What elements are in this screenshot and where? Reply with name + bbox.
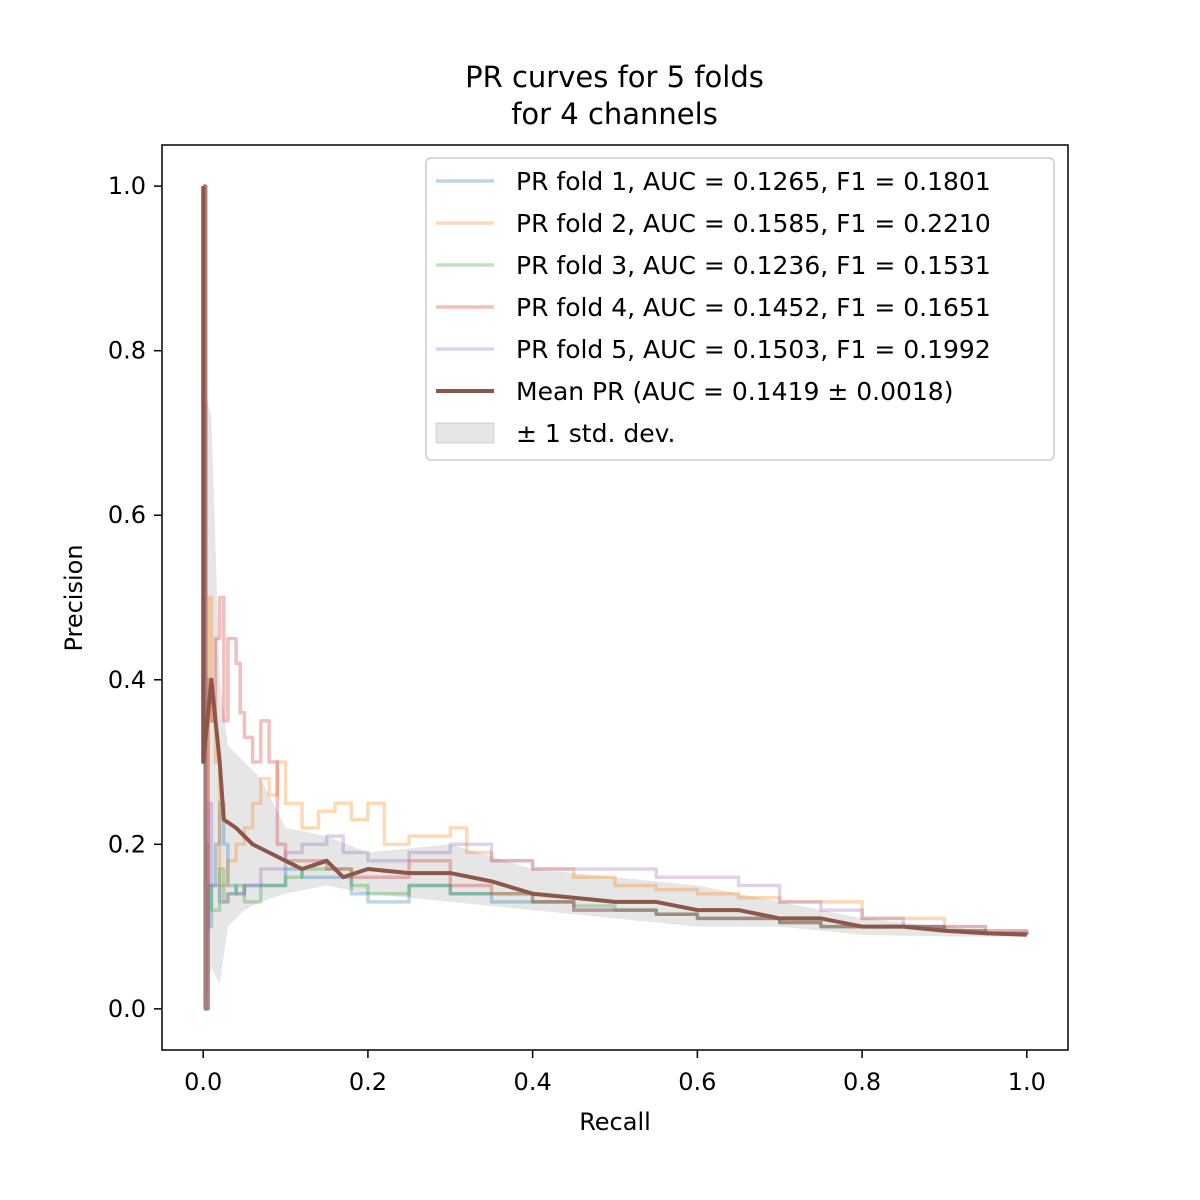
pr-fold-3-line (203, 184, 1029, 1011)
y-tick-label: 0.0 (108, 995, 146, 1023)
y-tick-label: 0.6 (108, 501, 146, 529)
x-tick-label: 0.2 (349, 1068, 387, 1096)
legend-box (425, 157, 1055, 461)
legend-label: PR fold 1, AUC = 0.1265, F1 = 0.1801 (516, 167, 991, 196)
legend-label: PR fold 3, AUC = 0.1236, F1 = 0.1531 (516, 251, 991, 280)
legend-label: PR fold 5, AUC = 0.1503, F1 = 0.1992 (516, 335, 991, 364)
std-dev-band (203, 383, 1027, 1009)
plot-frame (161, 144, 1069, 1051)
chart-title-line-1: PR curves for 5 folds (465, 60, 764, 94)
y-axis-label: Precision (60, 544, 88, 651)
series-layer (201, 184, 1029, 1011)
y-tick-label: 1.0 (108, 172, 146, 200)
legend-label-std: ± 1 std. dev. (516, 419, 675, 448)
pr-fold-2-line (203, 184, 1029, 1011)
y-tick-label: 0.4 (108, 666, 146, 694)
x-tick-label: 1.0 (1008, 1068, 1046, 1096)
legend-entries: PR fold 1, AUC = 0.1265, F1 = 0.1801 PR f… (435, 167, 991, 448)
y-axis: 0.0 0.2 0.4 0.6 0.8 1.0 (108, 172, 162, 1023)
legend-label: Mean PR (AUC = 0.1419 ± 0.0018) (516, 377, 953, 406)
pr-fold-1-line (203, 184, 1029, 1011)
legend-label: PR fold 4, AUC = 0.1452, F1 = 0.1651 (516, 293, 991, 322)
x-axis: 0.0 0.2 0.4 0.6 0.8 1.0 (184, 1050, 1046, 1096)
x-axis-label: Recall (579, 1108, 651, 1136)
legend-band-swatch (435, 422, 495, 444)
mean-pr-line (201, 186, 1027, 937)
x-tick-label: 0.0 (184, 1068, 222, 1096)
x-tick-label: 0.4 (514, 1068, 552, 1096)
y-tick-label: 0.2 (108, 830, 146, 858)
x-tick-label: 0.6 (678, 1068, 716, 1096)
legend-label: PR fold 2, AUC = 0.1585, F1 = 0.2210 (516, 209, 991, 238)
std-band-layer (203, 383, 1027, 1009)
chart-title-line-2: for 4 channels (511, 97, 718, 131)
y-tick-label: 0.8 (108, 337, 146, 365)
x-tick-label: 0.8 (843, 1068, 881, 1096)
pr-fold-5-line (203, 184, 1029, 1011)
legend: PR fold 1, AUC = 0.1265, F1 = 0.1801 PR f… (425, 157, 1055, 461)
